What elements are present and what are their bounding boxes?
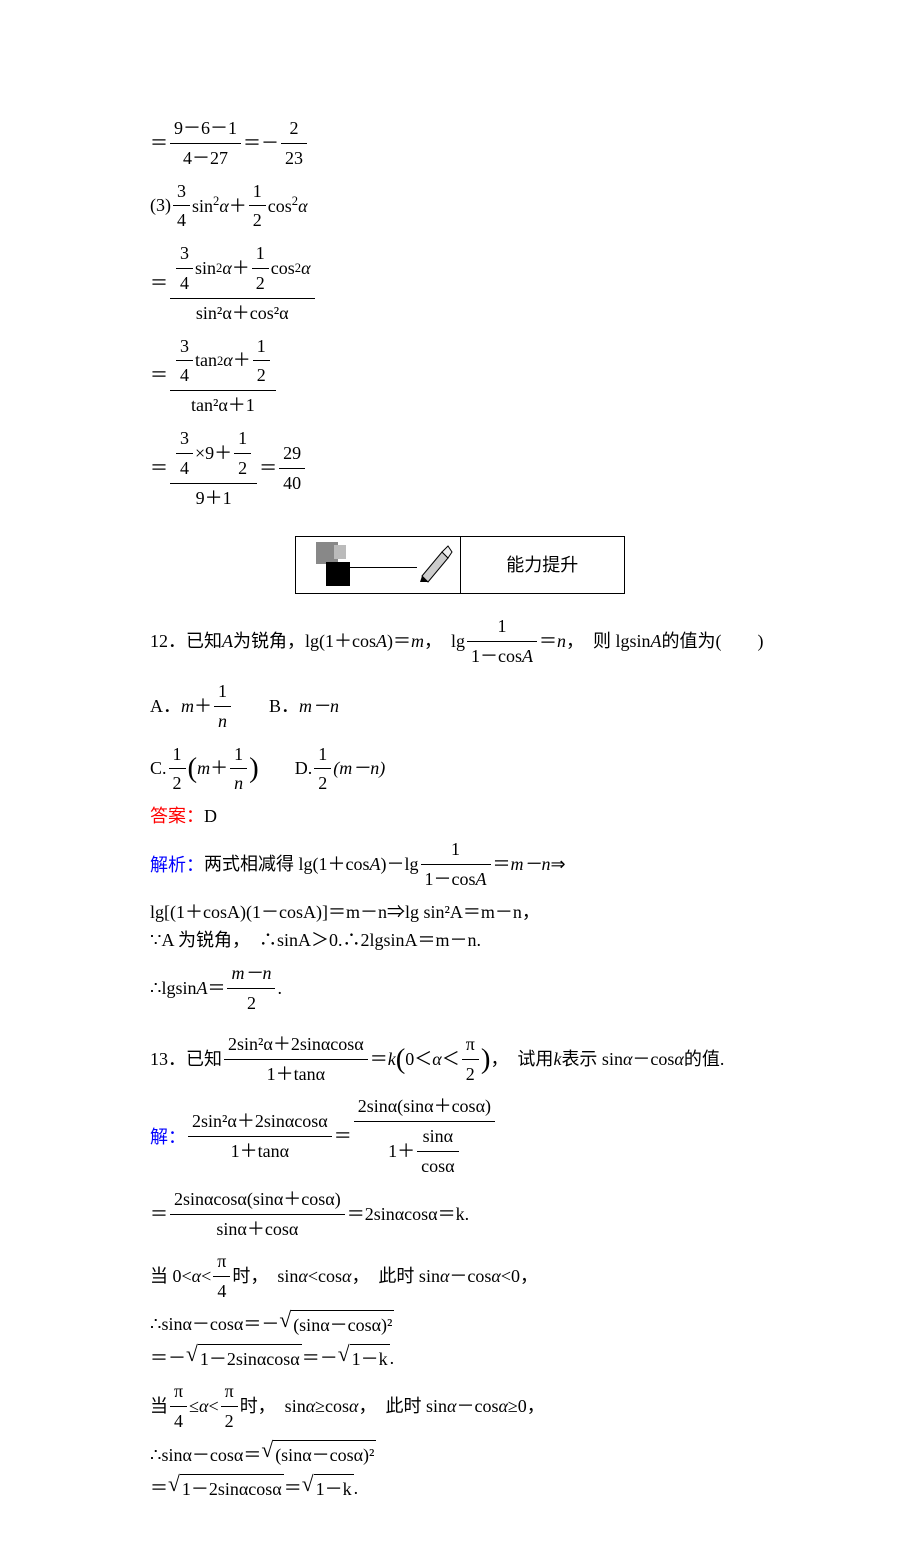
derivation-part3-head: (3) 34 sin2α＋ 12 cos2α [150, 177, 770, 236]
pen-icon [414, 542, 456, 584]
eq-prefix: ＝ [150, 129, 168, 158]
banner-icon [296, 537, 461, 593]
q13-res2b: ＝ √1－2sinαcosα ＝ √1－k . [150, 1474, 770, 1504]
q13-res1: ∴sinα－cosα＝－ √(sinα－cosα)² [150, 1310, 770, 1340]
derivation-step4: ＝ 34 ×9＋ 12 9＋1 ＝ 2940 [150, 424, 770, 512]
q13-res2: ∴sinα－cosα＝ √(sinα－cosα)² [150, 1440, 770, 1470]
q12-analysis: 解析： 两式相减得 lg(1＋cosA )－lg 11－cosA ＝ m－n ⇒… [150, 835, 770, 1018]
derivation-step3: ＝ 34 tan2α＋ 12 tan²α＋1 [150, 332, 770, 420]
q13-stem: 13． 已知 2sin²α＋2sinαcosα1＋tanα ＝k ( 0＜α ＜… [150, 1030, 770, 1089]
q12-answer: 答案：D [150, 802, 770, 831]
q13-res1b: ＝－ √1－2sinαcosα ＝－ √1－k . [150, 1344, 770, 1374]
q13-sol-l2: ＝ 2sinαcosα(sinα＋cosα)sinα＋cosα ＝2sinαco… [150, 1185, 770, 1244]
q13-sol-l1: 解： 2sin²α＋2sinαcosα1＋tanα ＝ 2sinα(sinα＋c… [150, 1092, 770, 1180]
section-banner: 能力提升 [150, 536, 770, 594]
q13-case1: 当 0<α < π4 时， sinα <cosα ， 此时 sinα －cosα… [150, 1247, 770, 1306]
q13-case2: 当 π4 ≤α < π2 时， sinα ≥cosα ， 此时 sinα －co… [150, 1377, 770, 1436]
q12-options-CD: C. 12 ( m ＋ 1n ) D. 12 (m－n) [150, 740, 770, 799]
frac: 9－6－1 4－27 [170, 114, 241, 173]
banner-label: 能力提升 [461, 537, 625, 593]
q12-options-AB: A． m ＋ 1n B． m－n [150, 677, 770, 736]
derivation-step2: ＝ 34 sin2α＋ 12 cos2α sin²α＋cos²α [150, 239, 770, 327]
derivation-line-1: ＝ 9－6－1 4－27 ＝－ 2 23 [150, 114, 770, 173]
q12-stem: 12． 已知 A 为锐角，lg(1＋cosA )＝m ， lg 11－cosA … [150, 612, 770, 671]
frac: 2 23 [281, 114, 307, 173]
